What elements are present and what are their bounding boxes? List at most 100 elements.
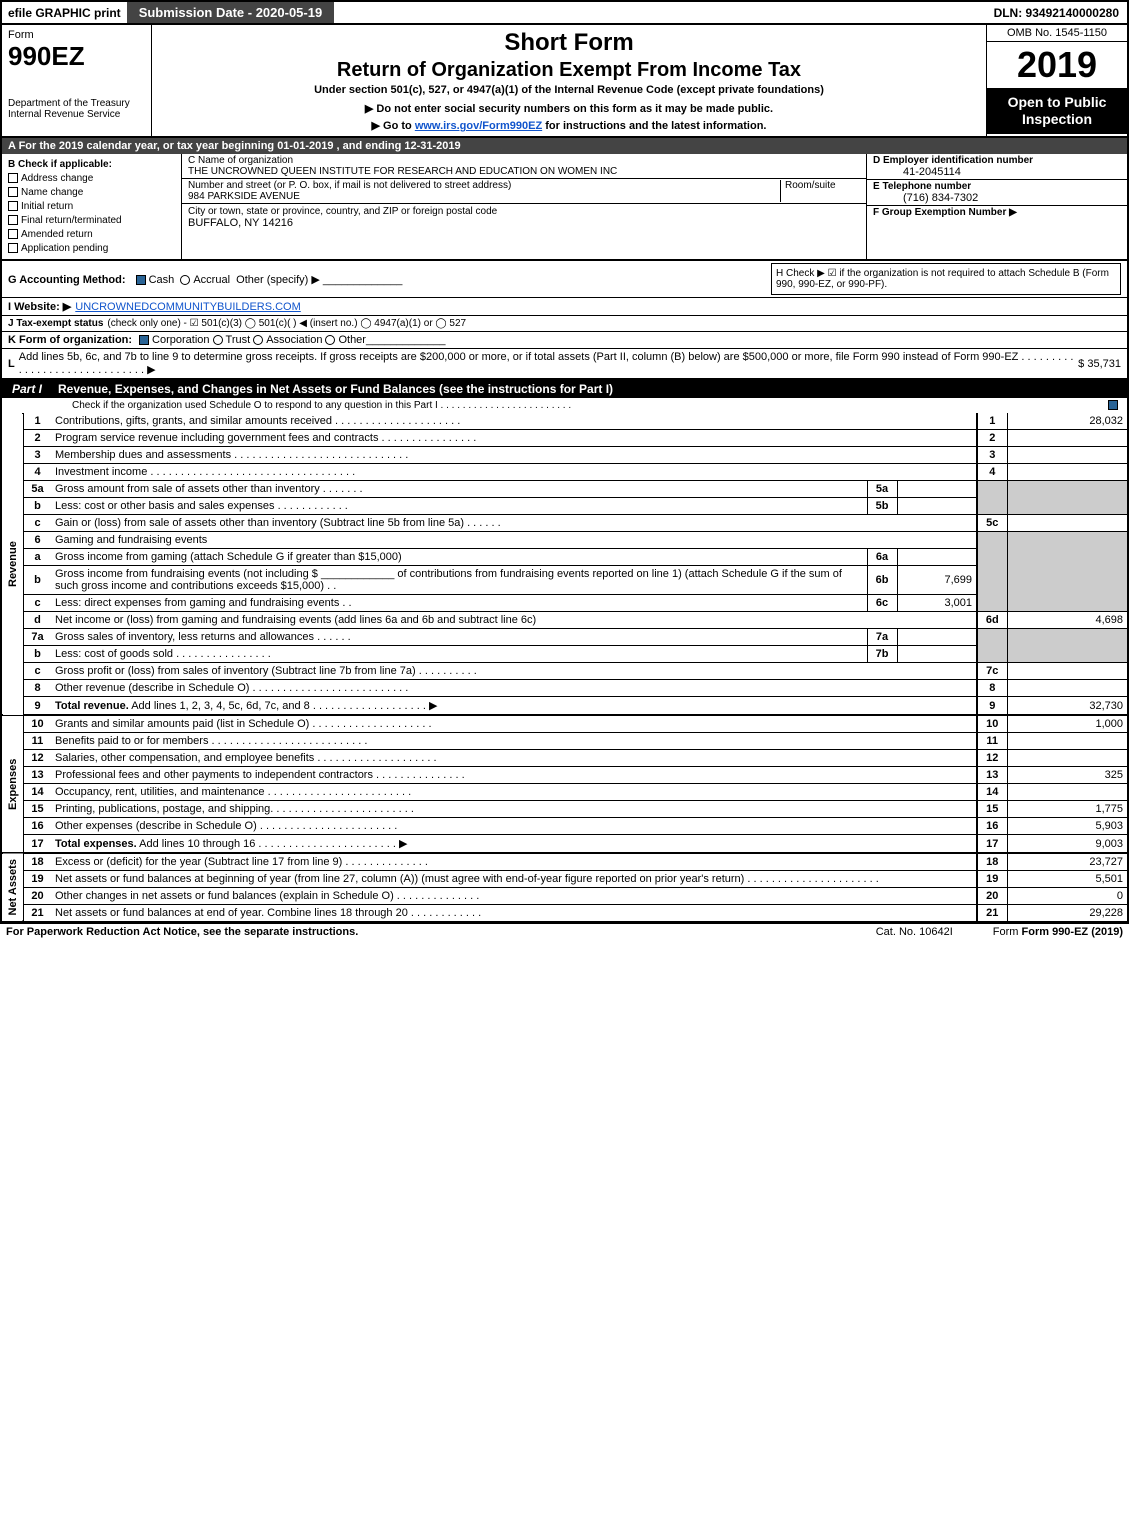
checkbox-name[interactable] <box>8 187 18 197</box>
ld: Membership dues and assessments . . . . … <box>51 447 977 464</box>
ld: Total expenses. Add lines 10 through 16 … <box>51 835 977 854</box>
ln: a <box>23 549 51 566</box>
goto-link[interactable]: www.irs.gov/Form990EZ <box>415 120 542 132</box>
rv <box>1007 784 1127 801</box>
c-city-lbl: City or town, state or province, country… <box>188 206 497 217</box>
checkbox-other[interactable] <box>325 335 335 345</box>
rn: 18 <box>977 853 1007 871</box>
checkbox-cash[interactable] <box>136 275 146 285</box>
goto-post: for instructions and the latest informat… <box>542 120 766 132</box>
sv <box>897 481 977 498</box>
sb: 7b <box>867 646 897 663</box>
ein: 41-2045114 <box>873 166 1121 178</box>
page-footer: For Paperwork Reduction Act Notice, see … <box>0 924 1129 940</box>
rv: 28,032 <box>1007 413 1127 430</box>
h-box: H Check ▶ ☑ if the organization is not r… <box>771 263 1121 295</box>
ld: Gross income from gaming (attach Schedul… <box>51 549 867 566</box>
omb-number: OMB No. 1545-1150 <box>987 25 1127 42</box>
checkbox-initial[interactable] <box>8 201 18 211</box>
j-lbl: J Tax-exempt status <box>8 318 103 329</box>
rv: 0 <box>1007 888 1127 905</box>
header-middle: Short Form Return of Organization Exempt… <box>152 25 987 136</box>
cb-final: Final return/terminated <box>21 215 122 226</box>
form-word: Form <box>8 29 145 41</box>
expenses-label: Expenses <box>2 715 23 853</box>
rv: 32,730 <box>1007 697 1127 716</box>
j-txt: (check only one) - ☑ 501(c)(3) ◯ 501(c)(… <box>107 318 466 329</box>
rv <box>1007 680 1127 697</box>
rv <box>1007 733 1127 750</box>
ln: 10 <box>23 715 51 733</box>
rn: 4 <box>977 464 1007 481</box>
rn: 8 <box>977 680 1007 697</box>
l-lbl: L <box>8 358 15 370</box>
shade <box>977 532 1007 612</box>
checkbox-trust[interactable] <box>213 335 223 345</box>
checkbox-assoc[interactable] <box>253 335 263 345</box>
sb: 7a <box>867 629 897 646</box>
netassets-label: Net Assets <box>2 853 23 922</box>
lines-table: Revenue 1 Contributions, gifts, grants, … <box>2 413 1127 922</box>
shade <box>1007 481 1127 515</box>
rn: 5c <box>977 515 1007 532</box>
ln: c <box>23 515 51 532</box>
entity-block: B Check if applicable: Address change Na… <box>2 154 1127 261</box>
sv <box>897 646 977 663</box>
g-lbl: G Accounting Method: <box>8 274 126 286</box>
k-corp: Corporation <box>152 334 209 346</box>
ln: 19 <box>23 871 51 888</box>
goto-line: ▶ Go to www.irs.gov/Form990EZ for instru… <box>160 119 978 132</box>
checkbox-scho[interactable] <box>1108 400 1118 410</box>
rv <box>1007 663 1127 680</box>
ld: Net assets or fund balances at end of ye… <box>51 905 977 922</box>
ld: Gain or (loss) from sale of assets other… <box>51 515 977 532</box>
form-name: Form Form 990-EZ (2019) <box>993 926 1123 938</box>
ln: 14 <box>23 784 51 801</box>
tax-year: 2019 <box>987 42 1127 88</box>
sv <box>897 498 977 515</box>
col-right: D Employer identification number 41-2045… <box>867 154 1127 259</box>
rn: 6d <box>977 612 1007 629</box>
row-k: K Form of organization: Corporation Trus… <box>2 332 1127 349</box>
checkbox-amended[interactable] <box>8 229 18 239</box>
ld: Gaming and fundraising events <box>51 532 977 549</box>
ld: Other expenses (describe in Schedule O) … <box>51 818 977 835</box>
ld: Occupancy, rent, utilities, and maintena… <box>51 784 977 801</box>
ld: Contributions, gifts, grants, and simila… <box>51 413 977 430</box>
org-name: THE UNCROWNED QUEEN INSTITUTE FOR RESEAR… <box>188 166 617 177</box>
checkbox-address[interactable] <box>8 173 18 183</box>
ln: 17 <box>23 835 51 854</box>
row-g-h: G Accounting Method: Cash Accrual Other … <box>2 261 1127 298</box>
i-lbl: I Website: ▶ <box>8 300 71 313</box>
rv: 4,698 <box>1007 612 1127 629</box>
ln: c <box>23 595 51 612</box>
ln: 12 <box>23 750 51 767</box>
ln: 16 <box>23 818 51 835</box>
cb-addr: Address change <box>21 173 93 184</box>
k-other: Other <box>338 334 366 346</box>
checkbox-pending[interactable] <box>8 243 18 253</box>
ld: Investment income . . . . . . . . . . . … <box>51 464 977 481</box>
part-i-subtext: Check if the organization used Schedule … <box>72 400 571 411</box>
rn: 10 <box>977 715 1007 733</box>
row-l: L Add lines 5b, 6c, and 7b to line 9 to … <box>2 349 1127 380</box>
row-i: I Website: ▶ UNCROWNEDCOMMUNITYBUILDERS.… <box>2 298 1127 316</box>
sb: 5b <box>867 498 897 515</box>
ld: Net income or (loss) from gaming and fun… <box>51 612 977 629</box>
phone: (716) 834-7302 <box>873 192 1121 204</box>
g-other: Other (specify) ▶ <box>236 274 320 286</box>
rn: 11 <box>977 733 1007 750</box>
ln: 11 <box>23 733 51 750</box>
g-cash: Cash <box>149 274 175 286</box>
dept-treasury: Department of the Treasury <box>8 98 145 109</box>
header-left: Form 990EZ Department of the Treasury In… <box>2 25 152 136</box>
ssn-notice: ▶ Do not enter social security numbers o… <box>160 102 978 115</box>
ld: Gross profit or (loss) from sales of inv… <box>51 663 977 680</box>
website-link[interactable]: UNCROWNEDCOMMUNITYBUILDERS.COM <box>75 301 301 313</box>
rn: 21 <box>977 905 1007 922</box>
checkbox-accrual[interactable] <box>180 275 190 285</box>
ld: Salaries, other compensation, and employ… <box>51 750 977 767</box>
checkbox-final[interactable] <box>8 215 18 225</box>
checkbox-corp[interactable] <box>139 335 149 345</box>
rv: 1,000 <box>1007 715 1127 733</box>
